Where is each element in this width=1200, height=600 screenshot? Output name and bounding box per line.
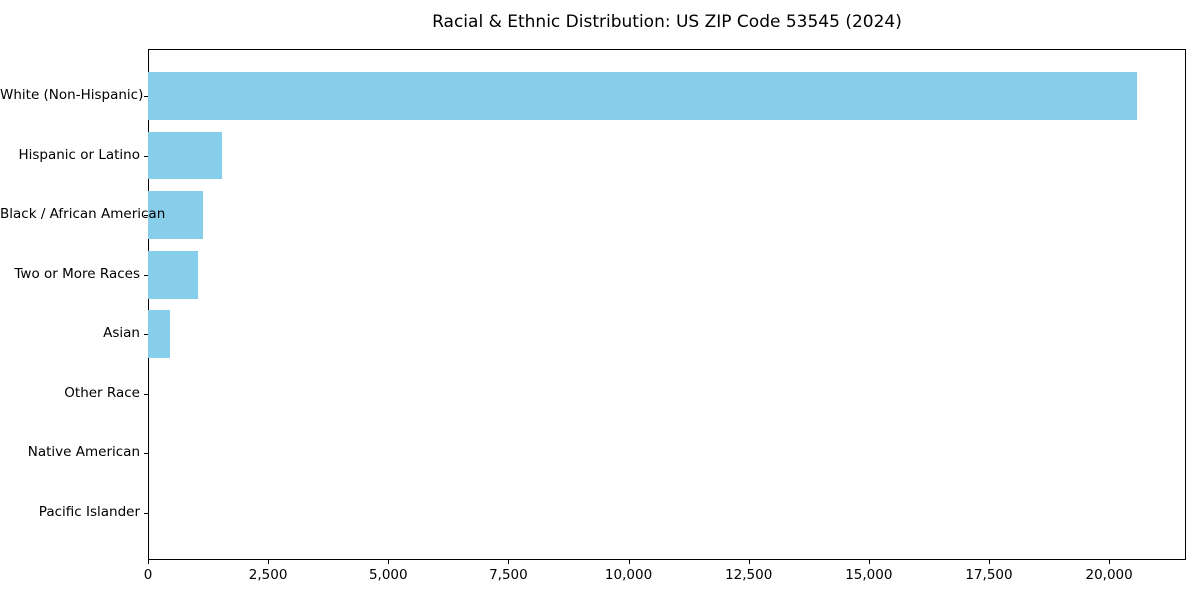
y-tick-label-asian: Asian [103, 325, 140, 342]
y-tick-mark [144, 274, 148, 276]
bar-hispanic-or-latino [148, 131, 222, 180]
x-tick-label: 20,000 [1085, 567, 1133, 583]
bar-asian [148, 310, 170, 359]
x-tick-mark [628, 560, 630, 564]
x-tick-label: 12,500 [725, 567, 773, 583]
y-tick-label-black-african-american: Black / African American [0, 206, 166, 223]
x-tick-label: 17,500 [965, 567, 1013, 583]
x-tick-mark [508, 560, 510, 564]
x-tick-mark [148, 560, 149, 564]
y-tick-mark [144, 334, 148, 336]
x-tick-mark [1109, 560, 1111, 564]
x-tick-label: 10,000 [604, 567, 653, 583]
y-tick-mark [144, 215, 148, 217]
bar-white-non-hispanic [148, 72, 1137, 120]
x-tick-label: 5,000 [368, 567, 408, 583]
x-tick-mark [388, 560, 390, 564]
y-tick-mark [144, 155, 148, 157]
x-tick-label: 15,000 [845, 567, 893, 583]
x-tick-label: 2,500 [248, 567, 288, 583]
bar-two-or-more-races [148, 250, 198, 299]
y-tick-label-two-or-more-races: Two or More Races [14, 265, 140, 282]
y-tick-label-white-non-hispanic: White (Non-Hispanic) [0, 87, 144, 104]
y-tick-label-pacific-islander: Pacific Islander [38, 503, 140, 520]
x-tick-mark [268, 560, 270, 564]
x-tick-label: 7,500 [489, 567, 528, 583]
y-tick-label-native-american: Native American [27, 444, 140, 461]
bar-black-african-american [148, 191, 203, 239]
y-tick-mark [144, 453, 148, 455]
chart-title: Racial & Ethnic Distribution: US ZIP Cod… [432, 12, 902, 32]
x-tick-mark [748, 560, 750, 564]
plot-area [148, 49, 1186, 560]
y-tick-label-hispanic-or-latino: Hispanic or Latino [18, 146, 140, 163]
x-tick-mark [868, 560, 870, 564]
y-tick-mark [144, 96, 148, 98]
x-tick-mark [988, 560, 990, 564]
y-tick-mark [144, 512, 148, 514]
y-tick-label-other-race: Other Race [64, 384, 140, 401]
y-tick-mark [144, 393, 148, 395]
x-tick-label: 0 [143, 567, 153, 583]
